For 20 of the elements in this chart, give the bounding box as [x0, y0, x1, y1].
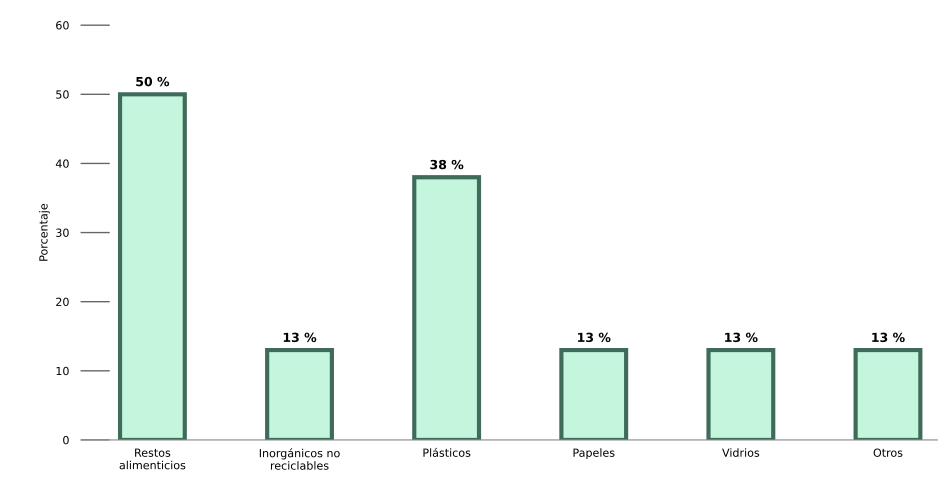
x-tick-label: Inorgánicos no reciclables — [260, 448, 340, 470]
x-tick-label: Restos alimenticios — [120, 448, 186, 470]
y-tick-label: 10 — [56, 366, 69, 376]
y-tick-label: 50 — [56, 90, 69, 99]
y-tick-label: 60 — [56, 21, 69, 30]
x-tick-label: Otros — [874, 448, 902, 457]
data-label: 13 % — [725, 332, 758, 342]
data-label: 50 % — [136, 76, 170, 86]
data-label: 13 % — [578, 332, 610, 342]
y-tick-label: 30 — [56, 228, 69, 237]
x-tick-label: Papeles — [574, 448, 615, 460]
x-tick-label: Vidrios — [722, 448, 760, 457]
data-label: 13 % — [872, 332, 905, 342]
x-tick-label: Plásticos — [423, 448, 470, 457]
y-tick-label: 20 — [56, 298, 69, 306]
y-axis-title: Porcentaje — [39, 204, 50, 261]
data-label: 38 % — [430, 160, 464, 170]
y-tick-label: 40 — [56, 159, 69, 168]
data-label: 13 % — [284, 332, 316, 342]
y-tick-label: 0 — [63, 436, 69, 444]
